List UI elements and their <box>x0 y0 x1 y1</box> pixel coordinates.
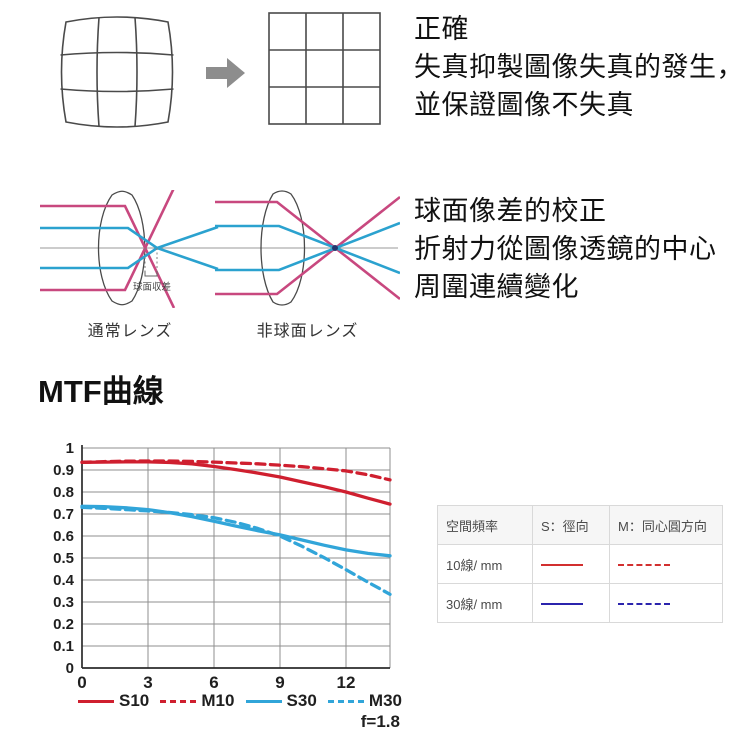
cell-30lines-m <box>609 583 723 623</box>
s10-line-sample <box>78 699 114 703</box>
legend-item-m10: M10 <box>160 691 234 711</box>
cell-10lines-s <box>532 544 610 584</box>
mtf-legend-table: 空間頻率 S：徑向 M：同心圓方向 10線/ mm 30線/ mm <box>437 505 723 623</box>
legend-label-s10: S10 <box>119 691 150 710</box>
table-row-10lines: 10線/ mm <box>437 544 723 584</box>
cell-30lines-s <box>532 583 610 623</box>
10lines-solid-sample <box>541 564 583 567</box>
distortion-line-1: 失真抑製圖像失真的發生， <box>414 52 744 82</box>
mtf-chart-svg: 0 0.1 0.2 0.3 0.4 0.5 0.6 0.7 0.8 0.9 1 0 3 6 9 12 <box>53 440 392 692</box>
right-arrow-icon <box>206 58 245 88</box>
s30-line-sample <box>245 699 282 703</box>
svg-text:12: 12 <box>337 673 356 692</box>
aspherical-lens-diagram: 非球面レンズ <box>215 190 401 341</box>
header-spatial-frequency: 空間頻率 <box>437 505 533 545</box>
aberration-line-1: 折射力從圖像透鏡的中心 <box>414 234 717 264</box>
legend-item-s10: S10 <box>78 691 149 711</box>
header-m-concentric: M：同心圓方向 <box>609 505 723 545</box>
30lines-solid-sample <box>541 603 583 606</box>
cell-10lines-label: 10線/ mm <box>437 544 533 584</box>
mtf-section-title: MTF曲線 <box>38 374 164 409</box>
focal-point-dot <box>332 245 338 251</box>
legend-label-m30: M30 <box>368 691 402 710</box>
spherical-aberration-label: 球面収差 <box>133 281 171 293</box>
m10-line-sample <box>160 699 197 703</box>
cell-30lines-label: 30線/ mm <box>437 583 533 623</box>
svg-text:0.3: 0.3 <box>53 594 74 611</box>
legend-item-m30: M30 <box>327 691 402 711</box>
svg-text:0.2: 0.2 <box>53 616 74 633</box>
10lines-dashed-sample <box>618 564 670 567</box>
svg-text:0: 0 <box>66 660 74 677</box>
svg-text:0.8: 0.8 <box>53 484 74 501</box>
normal-lens-caption: 通常レンズ <box>87 323 173 340</box>
aberration-text-block: 球面像差的校正 折射力從圖像透鏡的中心 周圍連續變化 <box>414 192 717 306</box>
m30-line-sample <box>327 699 364 703</box>
distorted-grid-illustration <box>60 16 174 128</box>
normal-lens-diagram: 球面収差 通常レンズ <box>40 187 220 341</box>
aberration-line-2: 周圍連續變化 <box>414 272 579 302</box>
svg-text:0.9: 0.9 <box>53 462 74 479</box>
distortion-text-block: 正確 失真抑製圖像失真的發生， 並保證圖像不失真 <box>414 10 744 124</box>
mtf-chart-legend: S10 M10 S30 M30 <box>78 691 402 711</box>
distortion-line-2: 並保證圖像不失真 <box>414 90 634 120</box>
aspherical-lens-caption: 非球面レンズ <box>256 323 359 340</box>
corrected-grid-illustration <box>268 12 381 125</box>
aberration-heading: 球面像差的校正 <box>414 196 607 226</box>
30lines-dashed-sample <box>618 603 670 606</box>
legend-label-s30: S30 <box>286 691 317 710</box>
svg-text:3: 3 <box>143 673 152 692</box>
svg-text:6: 6 <box>209 673 218 692</box>
distortion-heading: 正確 <box>414 14 469 44</box>
svg-text:0.7: 0.7 <box>53 506 74 523</box>
header-s-radial: S：徑向 <box>532 505 610 545</box>
legend-label-m10: M10 <box>201 691 235 710</box>
cell-10lines-m <box>609 544 723 584</box>
svg-text:9: 9 <box>275 673 284 692</box>
svg-text:0: 0 <box>77 673 86 692</box>
table-header-row: 空間頻率 S：徑向 M：同心圓方向 <box>437 505 723 545</box>
aperture-annotation: f=1.8 <box>360 712 400 731</box>
svg-text:0.1: 0.1 <box>53 638 74 655</box>
svg-text:0.5: 0.5 <box>53 550 74 567</box>
svg-text:1: 1 <box>66 440 74 457</box>
legend-item-s30: S30 <box>245 691 317 711</box>
normal-lens-illustration: 球面収差 <box>40 187 219 309</box>
svg-text:0.6: 0.6 <box>53 528 74 545</box>
table-row-30lines: 30線/ mm <box>437 583 723 623</box>
svg-text:0.4: 0.4 <box>53 572 75 589</box>
aspherical-lens-illustration <box>215 190 401 306</box>
